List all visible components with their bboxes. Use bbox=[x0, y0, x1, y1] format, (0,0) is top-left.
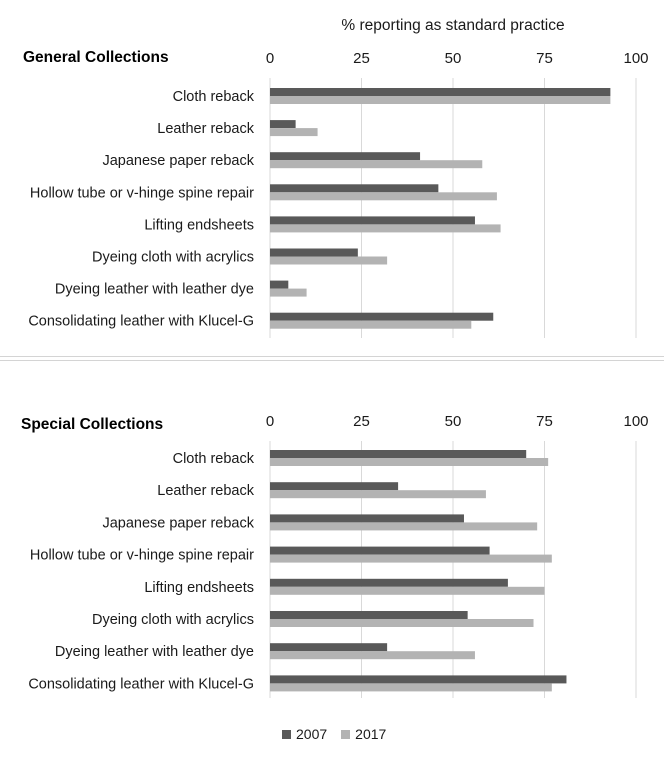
special-bar-2007 bbox=[270, 514, 464, 523]
panel-separator bbox=[0, 356, 664, 361]
general-bar-2007 bbox=[270, 312, 494, 321]
general-x-tick-label-0: 0 bbox=[266, 50, 274, 67]
general-category-label: Cloth reback bbox=[173, 89, 255, 105]
legend-swatch-2017 bbox=[341, 729, 351, 739]
special-bar-2017 bbox=[270, 619, 534, 627]
special-collections-chart: 0 25 50 75 100 Cloth reback Leather reback Japa… bbox=[28, 413, 649, 698]
general-bar-2007 bbox=[270, 88, 611, 96]
special-bar-2017 bbox=[270, 554, 552, 563]
special-bar-2007 bbox=[270, 450, 527, 458]
general-bar-2017 bbox=[270, 256, 388, 265]
general-category-label: Dyeing leather with leather dye bbox=[55, 282, 254, 298]
special-x-tick-label-50: 50 bbox=[445, 413, 462, 430]
legend-label-2017: 2017 bbox=[355, 726, 387, 742]
general-bar-2017 bbox=[270, 192, 497, 201]
general-x-tick-label-75: 75 bbox=[536, 50, 553, 67]
special-category-label: Consolidating leather with Klucel-G bbox=[28, 676, 254, 692]
legend-swatch-2007 bbox=[282, 729, 291, 739]
special-bar-2007 bbox=[270, 578, 508, 587]
general-category-label: Lifting endsheets bbox=[144, 217, 254, 233]
general-bar-2017 bbox=[270, 288, 307, 297]
special-bar-2007 bbox=[270, 482, 399, 491]
special-bar-2017 bbox=[270, 683, 552, 692]
general-bar-2007 bbox=[270, 184, 439, 193]
general-bar-2017 bbox=[270, 128, 318, 137]
general-bar-2007 bbox=[270, 152, 421, 161]
special-category-label: Hollow tube or v-hinge spine repair bbox=[30, 548, 254, 564]
general-bar-2017 bbox=[270, 224, 501, 233]
general-collections-chart: 0 25 50 75 100 Cloth reback Leather reback Japa… bbox=[28, 50, 649, 338]
special-x-tick-label-25: 25 bbox=[353, 413, 370, 430]
special-bar-2017 bbox=[270, 586, 545, 595]
legend-label-2007: 2007 bbox=[296, 726, 328, 742]
special-x-tick-label-75: 75 bbox=[536, 413, 553, 430]
general-bar-2017 bbox=[270, 320, 472, 329]
general-category-label: Hollow tube or v-hinge spine repair bbox=[30, 185, 254, 201]
special-category-label: Cloth reback bbox=[173, 451, 255, 467]
general-category-label: Dyeing cloth with acrylics bbox=[92, 250, 254, 266]
general-bar-2007 bbox=[270, 248, 358, 257]
general-bar-2007 bbox=[270, 280, 289, 289]
general-bar-2007 bbox=[270, 216, 475, 225]
special-category-label: Dyeing cloth with acrylics bbox=[92, 612, 254, 628]
general-category-label: Japanese paper reback bbox=[102, 153, 254, 169]
special-category-label: Leather reback bbox=[157, 483, 254, 499]
general-x-tick-label-50: 50 bbox=[445, 50, 462, 67]
special-bar-2007 bbox=[270, 643, 388, 652]
special-bar-2007 bbox=[270, 546, 490, 555]
special-bar-2007 bbox=[270, 611, 468, 619]
general-x-tick-label-100: 100 bbox=[623, 50, 648, 67]
panel-title-general: General Collections bbox=[23, 49, 169, 66]
special-x-tick-label-0: 0 bbox=[266, 413, 274, 430]
special-bar-2017 bbox=[270, 490, 486, 499]
panel-title-special: Special Collections bbox=[21, 416, 164, 433]
special-x-tick-label-100: 100 bbox=[623, 413, 648, 430]
legend-item-2007: 2007 bbox=[282, 726, 327, 742]
general-bar-2017 bbox=[270, 160, 483, 169]
special-bar-2017 bbox=[270, 651, 475, 660]
general-bar-2017 bbox=[270, 96, 611, 104]
general-category-label: Consolidating leather with Klucel-G bbox=[28, 314, 254, 330]
special-category-label: Japanese paper reback bbox=[102, 515, 254, 531]
x-axis-title: % reporting as standard practice bbox=[341, 17, 565, 34]
special-bar-2017 bbox=[270, 458, 549, 466]
general-x-tick-label-25: 25 bbox=[353, 50, 370, 67]
general-category-label: Leather reback bbox=[157, 121, 254, 137]
legend: 2007 2017 bbox=[282, 726, 400, 742]
special-bar-2017 bbox=[270, 522, 538, 531]
special-category-label: Lifting endsheets bbox=[144, 580, 254, 596]
special-bar-2007 bbox=[270, 675, 567, 684]
general-bar-2007 bbox=[270, 120, 296, 129]
special-category-label: Dyeing leather with leather dye bbox=[55, 644, 254, 660]
legend-item-2017: 2017 bbox=[341, 726, 386, 742]
